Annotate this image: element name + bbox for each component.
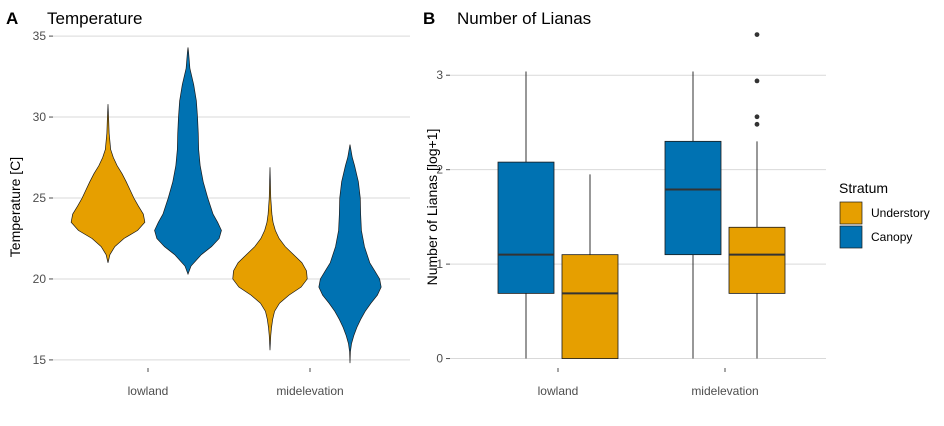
panel-b-boxplots	[497, 32, 786, 359]
panel-b-number-of-lianas: B Number of Lianas 0 1 2 3 lowland midelevat…	[423, 9, 826, 398]
panel-a-y-tick-label: 30	[33, 110, 47, 124]
panel-a-y-tick-label: 15	[33, 353, 47, 367]
legend: Stratum Understory Canopy	[839, 180, 930, 249]
legend-label-understory: Understory	[871, 206, 930, 220]
panel-a-y-axis-title: Temperature [C]	[7, 157, 23, 257]
panel-b-y-axis-title: Number of Lianas [log+1]	[424, 129, 440, 286]
box-canopy-lowland	[497, 161, 555, 294]
outlier-understory-midelevation	[754, 32, 760, 38]
panel-a-y-tick-label: 25	[33, 191, 47, 205]
panel-a-y-tick-label: 20	[33, 272, 47, 286]
panel-a-x-tick-label: lowland	[128, 384, 169, 398]
outlier-understory-midelevation	[754, 121, 760, 127]
panel-a-x-ticks: lowland midelevation	[128, 368, 344, 398]
box-canopy-midelevation	[664, 140, 722, 256]
panel-a-temperature: A Temperature 15 20 25 30 35 lowland mideleva…	[6, 9, 410, 398]
panel-b-x-tick-label: midelevation	[691, 384, 758, 398]
legend-label-canopy: Canopy	[871, 230, 912, 244]
violin-understory-midelevation	[232, 167, 308, 351]
violin-canopy-midelevation	[318, 144, 382, 364]
panel-b-y-tick-label: 2	[436, 163, 443, 177]
outlier-understory-midelevation	[754, 78, 760, 84]
legend-title: Stratum	[839, 180, 888, 196]
panel-b-title: Number of Lianas	[457, 9, 591, 28]
violin-canopy-lowland	[154, 47, 222, 276]
legend-swatch-understory	[839, 201, 863, 225]
panel-a-letter: A	[6, 9, 18, 28]
panel-a-y-ticks: 15 20 25 30 35	[33, 29, 53, 367]
panel-a-title: Temperature	[47, 9, 142, 28]
panel-b-y-tick-label: 1	[436, 257, 443, 271]
panel-b-x-ticks: lowland midelevation	[538, 368, 759, 398]
panel-a-violins	[70, 47, 382, 364]
violin-understory-lowland	[70, 104, 146, 263]
outlier-understory-midelevation	[754, 114, 760, 120]
panel-b-y-ticks: 0 1 2 3	[436, 68, 450, 366]
panel-b-y-tick-label: 3	[436, 68, 443, 82]
panel-a-y-tick-label: 35	[33, 29, 47, 43]
box-understory-midelevation	[728, 226, 786, 294]
box-understory-lowland	[561, 254, 619, 359]
legend-swatch-canopy	[839, 225, 863, 249]
panel-b-letter: B	[423, 9, 435, 28]
panel-b-x-tick-label: lowland	[538, 384, 579, 398]
panel-b-y-tick-label: 0	[436, 352, 443, 366]
panel-a-x-tick-label: midelevation	[276, 384, 343, 398]
